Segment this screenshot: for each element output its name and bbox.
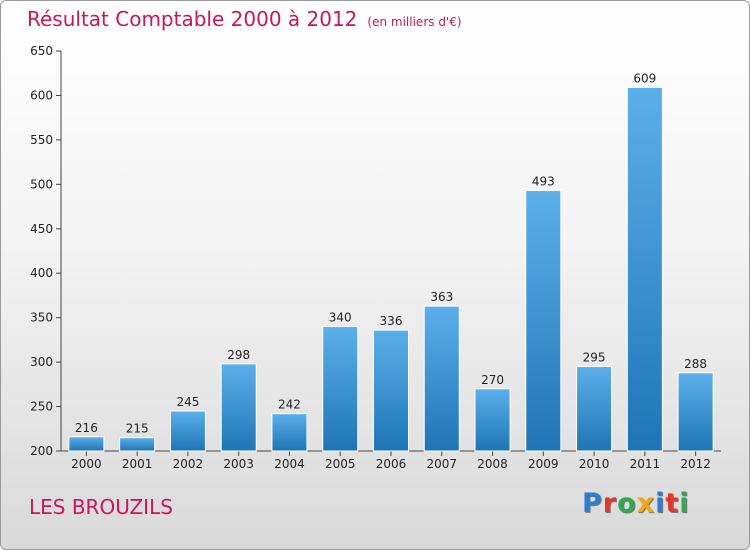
- chart-bars: 216 215 245 298 242 340 336 363 270 493 295 609 288: [68, 71, 714, 452]
- bar: [68, 436, 105, 452]
- bar: [271, 413, 308, 452]
- commune-name: LES BROUZILS: [29, 495, 173, 519]
- bar-value-label: 288: [684, 357, 707, 371]
- logo-letter: P: [582, 488, 603, 519]
- bar-value-label: 609: [633, 71, 656, 85]
- chart-title-main: Résultat Comptable 2000 à 2012: [27, 7, 358, 31]
- logo-letter: i: [655, 488, 666, 519]
- proxiti-logo: Proxiti: [582, 488, 690, 519]
- logo-letter: r: [602, 488, 618, 519]
- y-tick-label: 600: [30, 88, 53, 102]
- bar: [525, 190, 562, 452]
- x-tick-label: 2009: [528, 457, 559, 471]
- x-tick-label: 2008: [477, 457, 508, 471]
- logo-letter: t: [665, 488, 680, 519]
- bar-value-label: 298: [227, 348, 250, 362]
- logo-letter: x: [636, 488, 656, 519]
- bar: [576, 366, 613, 452]
- bar: [423, 305, 460, 452]
- logo-letter: o: [617, 488, 637, 519]
- x-tick-label: 2012: [680, 457, 711, 471]
- bar-value-label: 363: [430, 290, 453, 304]
- bar-value-label: 340: [329, 311, 352, 325]
- chart-unit-label: (en milliers d'€): [367, 15, 462, 29]
- x-tick-label: 2007: [426, 457, 457, 471]
- bar-value-label: 242: [278, 398, 301, 412]
- y-tick-label: 350: [30, 311, 53, 325]
- bar: [474, 388, 511, 452]
- y-tick-label: 300: [30, 355, 53, 369]
- chart-title: Résultat Comptable 2000 à 2012 (en millie…: [27, 7, 462, 31]
- x-tick-label: 2006: [376, 457, 407, 471]
- y-tick-label: 400: [30, 266, 53, 280]
- x-tick-label: 2005: [325, 457, 356, 471]
- y-tick-label: 200: [30, 444, 53, 458]
- x-tick-label: 2011: [630, 457, 661, 471]
- logo-letter: i: [679, 488, 690, 519]
- y-tick-label: 650: [30, 44, 53, 58]
- bar-value-label: 270: [481, 373, 504, 387]
- x-tick-label: 2000: [71, 457, 102, 471]
- y-tick-label: 450: [30, 222, 53, 236]
- bar-value-label: 295: [583, 351, 606, 365]
- y-tick-label: 500: [30, 177, 53, 191]
- y-tick-label: 550: [30, 133, 53, 147]
- bar: [220, 363, 257, 452]
- x-tick-label: 2004: [274, 457, 305, 471]
- chart-axes: 200 250 300 350 400 450 500 550 600 650 2000 2001 20…: [30, 44, 721, 471]
- x-tick-label: 2003: [223, 457, 254, 471]
- bar-value-label: 493: [532, 175, 555, 189]
- bar-value-label: 245: [176, 395, 199, 409]
- bar: [677, 372, 714, 452]
- bar: [119, 437, 156, 452]
- bar: [322, 326, 359, 452]
- x-tick-label: 2010: [579, 457, 610, 471]
- bar-value-label: 336: [380, 314, 403, 328]
- x-tick-label: 2001: [122, 457, 153, 471]
- bar-value-label: 215: [126, 422, 149, 436]
- bar: [626, 86, 663, 452]
- y-tick-label: 250: [30, 400, 53, 414]
- bar: [372, 329, 410, 452]
- x-tick-label: 2002: [173, 457, 204, 471]
- bar: [169, 410, 206, 452]
- bar-value-label: 216: [75, 421, 98, 435]
